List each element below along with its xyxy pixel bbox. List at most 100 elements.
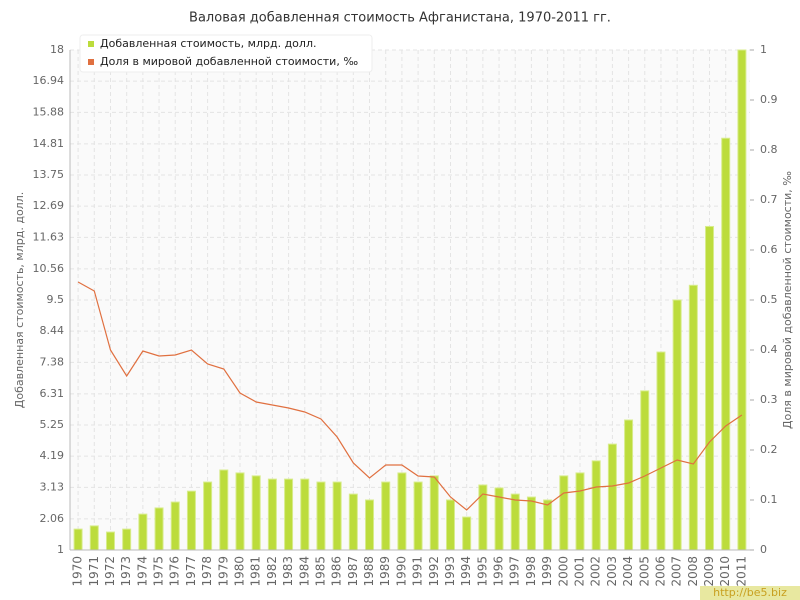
bar [186, 490, 196, 551]
x-tick-label: 1976 [168, 556, 182, 587]
x-tick-label: 1975 [152, 556, 166, 587]
x-tick-label: 1973 [119, 556, 133, 587]
bar [543, 499, 553, 551]
x-tick-label: 1974 [135, 556, 149, 587]
y2-tick-label: 1 [760, 43, 767, 56]
y-tick-label: 8.44 [40, 324, 65, 337]
y2-tick-label: 0.9 [760, 93, 778, 106]
y2-tick-label: 0.8 [760, 143, 778, 156]
x-tick-label: 1997 [508, 556, 522, 587]
y-tick-label: 2.06 [40, 512, 65, 525]
y-tick-label: 11.63 [33, 230, 65, 243]
bar [413, 481, 423, 551]
x-tick-label: 2006 [653, 556, 667, 587]
y-tick-label: 14.81 [33, 137, 65, 150]
y2-tick-label: 0.2 [760, 443, 778, 456]
x-tick-label: 1988 [362, 556, 376, 587]
x-tick-label: 1982 [265, 556, 279, 587]
bar [203, 481, 213, 551]
bar [154, 507, 164, 551]
x-tick-label: 2003 [605, 556, 619, 587]
y2-tick-label: 0.6 [760, 243, 778, 256]
bar [575, 472, 585, 551]
bar [510, 493, 520, 551]
bar [251, 475, 261, 551]
x-tick-label: 1987 [346, 556, 360, 587]
legend-box [79, 34, 373, 73]
chart-title: Валовая добавленная стоимость Афганистан… [189, 11, 611, 26]
x-tick-label: 1992 [427, 556, 441, 587]
y-tick-label: 13.75 [33, 168, 65, 181]
bar [170, 501, 180, 551]
bar [219, 469, 229, 551]
bar [624, 419, 634, 551]
bar [656, 351, 666, 551]
y-tick-label: 5.25 [40, 418, 65, 431]
x-tick-label: 1985 [313, 556, 327, 587]
bar [332, 481, 342, 551]
x-tick-label: 1999 [540, 556, 554, 587]
x-tick-label: 2001 [573, 556, 587, 587]
bar [235, 472, 245, 551]
watermark: http://be5.biz [713, 586, 787, 599]
bar [138, 513, 148, 551]
bar [89, 525, 99, 551]
x-tick-label: 1978 [200, 556, 214, 587]
y-tick-label: 16.94 [33, 74, 65, 87]
legend-label: Доля в мировой добавленной стоимости, ‰ [100, 55, 358, 68]
y2-tick-label: 0.5 [760, 293, 778, 306]
x-tick-label: 1970 [71, 556, 85, 587]
y-tick-label: 4.19 [40, 449, 65, 462]
legend-swatch [88, 41, 94, 47]
bar [607, 443, 617, 551]
y2-tick-label: 0.7 [760, 193, 778, 206]
x-tick-label: 1998 [524, 556, 538, 587]
x-tick-label: 2010 [718, 556, 732, 587]
x-tick-label: 2007 [670, 556, 684, 587]
y2-tick-label: 0.1 [760, 493, 778, 506]
y-tick-label: 12.69 [33, 199, 65, 212]
bar [381, 481, 391, 551]
x-tick-label: 1989 [378, 556, 392, 587]
bar [462, 516, 472, 551]
x-tick-label: 1995 [475, 556, 489, 587]
x-tick-label: 1972 [103, 556, 117, 587]
bar [348, 493, 358, 551]
bar [397, 472, 407, 551]
x-tick-label: 1980 [233, 556, 247, 587]
y-tick-label: 3.13 [40, 480, 65, 493]
x-tick-label: 1981 [249, 556, 263, 587]
x-tick-label: 1993 [443, 556, 457, 587]
x-tick-label: 2005 [637, 556, 651, 587]
bar [429, 475, 439, 551]
y-tick-label: 18 [50, 43, 64, 56]
bar [526, 496, 536, 551]
bar [559, 475, 569, 551]
x-tick-label: 2009 [702, 556, 716, 587]
legend-swatch [88, 59, 94, 65]
y-tick-label: 10.56 [33, 262, 65, 275]
bar [640, 390, 650, 551]
y-tick-label: 1 [57, 543, 64, 556]
bar [721, 137, 731, 551]
x-tick-label: 1971 [87, 556, 101, 587]
bar [705, 225, 715, 551]
y-tick-label: 7.38 [40, 355, 65, 368]
bar [737, 49, 747, 551]
y-tick-label: 15.88 [33, 105, 65, 118]
y-tick-label: 9.5 [47, 293, 65, 306]
bar [445, 499, 455, 551]
bar [300, 478, 310, 551]
bar [105, 531, 115, 551]
x-tick-label: 2000 [556, 556, 570, 587]
x-tick-label: 1977 [184, 556, 198, 587]
x-tick-label: 1979 [216, 556, 230, 587]
x-tick-label: 2008 [686, 556, 700, 587]
x-tick-label: 1986 [330, 556, 344, 587]
legend-label: Добавленная стоимость, млрд. долл. [100, 37, 316, 50]
x-tick-label: 1983 [281, 556, 295, 587]
y2-axis-label: Доля в мировой добавленной стоимости, ‰ [781, 171, 794, 429]
y2-tick-label: 0 [760, 543, 767, 556]
bar [316, 481, 326, 551]
